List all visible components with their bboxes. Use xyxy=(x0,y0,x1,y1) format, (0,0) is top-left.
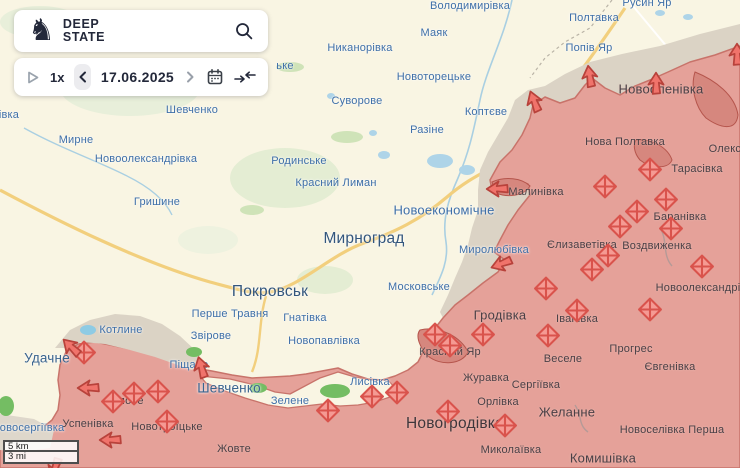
clash-diamond-icon[interactable] xyxy=(593,174,618,204)
converge-arrows-icon xyxy=(234,71,256,83)
jump-latest-button[interactable] xyxy=(234,69,256,85)
clash-diamond-icon[interactable] xyxy=(536,323,561,353)
calendar-icon xyxy=(207,68,223,85)
next-day-button[interactable] xyxy=(184,71,196,83)
scale-mi: 3 mi xyxy=(3,452,79,464)
calendar-button[interactable] xyxy=(206,68,224,86)
clash-diamond-icon[interactable] xyxy=(638,157,663,187)
clash-diamond-icon[interactable] xyxy=(659,216,684,246)
chevron-right-icon xyxy=(187,71,194,83)
clash-diamond-icon[interactable] xyxy=(360,384,385,414)
clash-diamond-icon[interactable] xyxy=(534,276,559,306)
clash-diamond-icon[interactable] xyxy=(101,389,126,419)
clash-diamond-icon[interactable] xyxy=(385,380,410,410)
play-icon xyxy=(28,71,39,83)
brand-title: DEEP STATE xyxy=(63,18,105,44)
brand-panel: ♞ DEEP STATE xyxy=(14,10,268,52)
clash-diamond-icon[interactable] xyxy=(436,399,461,429)
speed-label[interactable]: 1x xyxy=(50,69,65,85)
clash-diamond-icon[interactable] xyxy=(72,340,97,370)
play-button[interactable] xyxy=(26,70,40,85)
brand-line1: DEEP xyxy=(62,17,100,31)
clash-diamond-icon[interactable] xyxy=(608,214,633,244)
clash-diamond-icon[interactable] xyxy=(438,333,463,363)
search-button[interactable] xyxy=(234,21,254,41)
clash-diamond-icon[interactable] xyxy=(638,297,663,327)
clash-diamond-icon[interactable] xyxy=(565,298,590,328)
search-icon xyxy=(236,23,253,40)
clash-diamond-icon[interactable] xyxy=(493,413,518,443)
scale-control: 5 km 3 mi xyxy=(3,440,79,464)
clash-diamond-icon[interactable] xyxy=(690,254,715,284)
clash-diamond-icon[interactable] xyxy=(146,379,171,409)
chevron-left-icon xyxy=(79,71,86,83)
scale-km: 5 km xyxy=(3,440,79,452)
clash-diamond-icon[interactable] xyxy=(122,381,147,411)
clash-diamond-icon[interactable] xyxy=(654,187,679,217)
clash-diamond-icon[interactable] xyxy=(423,322,448,352)
clash-diamond-icon[interactable] xyxy=(471,322,496,352)
clash-diamond-icon[interactable] xyxy=(580,257,605,287)
clash-diamond-icon[interactable] xyxy=(625,199,650,229)
clash-diamond-icon[interactable] xyxy=(155,409,180,439)
prev-day-button[interactable] xyxy=(74,64,91,90)
clash-diamond-icon[interactable] xyxy=(316,398,341,428)
clash-diamond-icon[interactable] xyxy=(596,243,621,273)
brand-line2: STATE xyxy=(62,30,106,44)
date-label[interactable]: 17.06.2025 xyxy=(100,69,174,85)
deepstate-logo-icon: ♞ xyxy=(28,14,55,47)
playback-panel: 1x 17.06.2025 xyxy=(14,58,268,96)
